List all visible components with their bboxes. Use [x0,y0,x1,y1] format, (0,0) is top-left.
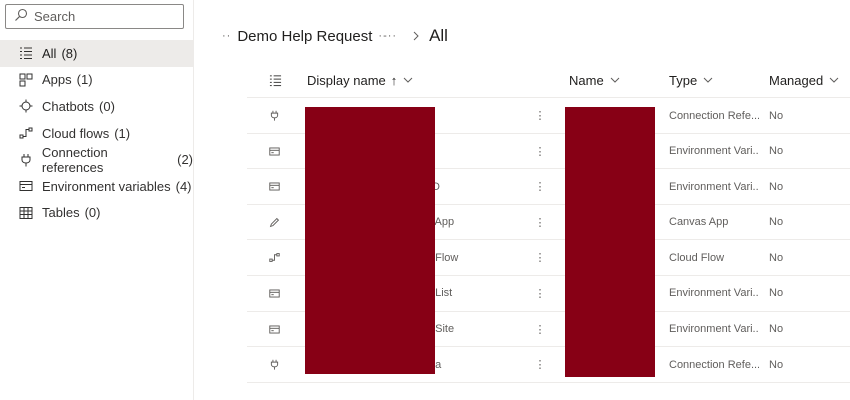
nav-count: (2) [177,152,193,168]
sort-ascending-icon: ↑ [390,72,398,88]
variable-icon [269,312,285,347]
more-options-icon[interactable]: ⋮ [534,145,546,158]
table-row[interactable]: t Site ⋮ Environment Vari... No [247,312,850,348]
breadcrumb: ·· Demo Help Request ·-·· All [222,24,448,48]
managed-cell: No [769,109,784,122]
column-display-name[interactable]: Display name ↑ [307,62,413,98]
table-icon [18,205,34,221]
managed-cell: No [769,251,784,264]
nav-item-chatbots[interactable]: Chatbots (0) [0,93,193,120]
chatbot-icon [18,98,34,114]
variable-icon [269,169,285,204]
variable-icon [269,134,285,169]
chevron-down-icon [829,77,839,83]
more-options-icon[interactable]: ⋮ [534,181,546,194]
nav-label: Apps [42,72,72,88]
more-options-icon[interactable]: ⋮ [534,110,546,122]
breadcrumb-redacted: ·-·· [378,30,398,42]
breadcrumb-current: All [429,26,448,45]
nav-count: (4) [175,178,192,194]
chevron-right-icon [409,29,423,43]
type-cell: Environment Vari... [669,145,759,158]
managed-cell: No [769,358,784,371]
display-name-cell[interactable]: t Flow [307,240,539,275]
column-managed[interactable]: Managed [769,62,839,98]
more-options-icon[interactable]: ⋮ [534,216,546,229]
more-options-icon[interactable]: ⋮ [534,323,546,336]
variable-icon [269,276,285,311]
nav-label: Chatbots [42,98,95,114]
type-cell: Canvas App [669,216,729,229]
type-cell: Cloud Flow [669,251,725,264]
components-table: Display name ↑ Name Type Managed ⋮ Connec… [247,62,850,383]
managed-cell: No [769,180,784,193]
column-type[interactable]: Type [669,62,713,98]
type-cell: Connection Refe... [669,358,759,371]
redacted-display-names [305,107,435,374]
nav-item-connection-references[interactable]: Connection references (2) [0,144,193,175]
column-name[interactable]: Name [569,62,620,98]
display-name-visible-text: t App [429,216,455,229]
nav-label: Environment variables [42,178,171,194]
table-row[interactable]: t Flow ⋮ Cloud Flow No [247,240,850,276]
sidebar-nav: All (8) Apps (1) Chatbots (0) Cloud flow… [0,40,193,226]
nav-item-environment-variables[interactable]: Environment variables (4) [0,173,193,200]
pen-icon [269,205,285,240]
nav-label: Tables [42,205,80,221]
column-label: Name [569,72,604,88]
table-header: Display name ↑ Name Type Managed [247,62,850,98]
nav-count: (0) [99,98,115,114]
breadcrumb-overflow[interactable]: ·· [222,30,232,42]
plug-icon [269,98,285,133]
sidebar: All (8) Apps (1) Chatbots (0) Cloud flow… [0,0,194,400]
chevron-down-icon [703,77,713,83]
plug-icon [269,347,285,382]
redacted-names [565,107,655,377]
display-name-visible-text: t Flow [429,251,459,264]
managed-cell: No [769,145,784,158]
plug-icon [18,152,34,168]
variable-icon [18,178,34,194]
type-cell: Environment Vari... [669,180,759,193]
nav-item-apps[interactable]: Apps (1) [0,67,193,94]
nav-label: Connection references [41,144,108,175]
list-icon [18,45,34,61]
display-name-cell[interactable]: t Site [307,312,539,347]
column-label: Display name [307,72,386,88]
nav-count: (8) [61,45,78,61]
nav-label: All [42,45,57,61]
flow-icon [269,240,285,275]
flow-icon [18,125,34,141]
display-name-visible-text: t Site [429,323,455,336]
apps-icon [18,72,34,88]
column-label: Type [669,72,698,88]
search-icon [14,8,28,25]
nav-count: (1) [114,125,131,141]
chevron-down-icon [403,77,413,83]
table-row[interactable]: t App ⋮ Canvas App No [247,205,850,241]
managed-cell: No [769,216,784,229]
table-row[interactable]: ⋮ Connection Refe... No [247,98,850,134]
column-options-icon[interactable] [269,62,282,98]
chevron-down-icon [610,77,620,83]
nav-count: (1) [76,72,93,88]
column-label: Managed [769,72,824,88]
type-cell: Environment Vari... [669,287,759,300]
search-input[interactable] [34,9,174,24]
nav-item-tables[interactable]: Tables (0) [0,200,193,227]
nav-item-all[interactable]: All (8) [0,40,193,67]
managed-cell: No [769,323,784,336]
type-cell: Connection Refe... [669,109,759,122]
breadcrumb-solution[interactable]: Demo Help Request [237,27,373,45]
search-box[interactable] [5,4,184,29]
managed-cell: No [769,287,784,300]
more-options-icon[interactable]: ⋮ [534,252,546,265]
nav-count: (0) [84,205,101,221]
nav-label: Cloud flows [42,125,110,141]
more-options-icon[interactable]: ⋮ [534,359,546,372]
more-options-icon[interactable]: ⋮ [534,287,546,300]
type-cell: Environment Vari... [669,323,759,336]
display-name-cell[interactable]: t App [307,205,539,240]
nav-item-cloud-flows[interactable]: Cloud flows (1) [0,120,193,147]
